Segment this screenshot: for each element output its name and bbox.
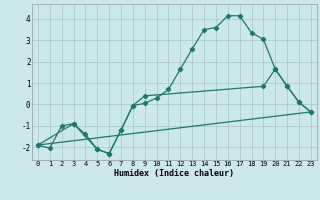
X-axis label: Humidex (Indice chaleur): Humidex (Indice chaleur): [115, 169, 234, 178]
